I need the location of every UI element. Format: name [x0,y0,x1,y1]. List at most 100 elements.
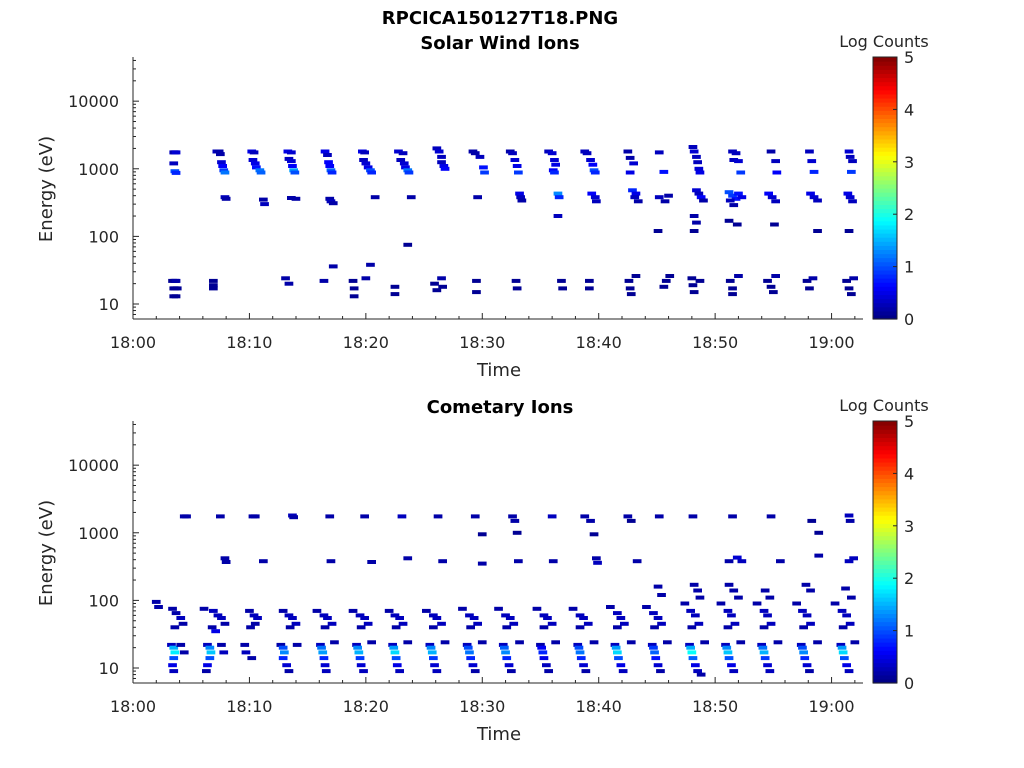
heatmap-cell [659,169,669,174]
colorbar-band [873,290,897,296]
heatmap-cell [403,242,413,247]
panel-title: Solar Wind Ions [420,33,579,54]
heatmap-cell [220,170,230,175]
colorbar-band [873,527,897,533]
heatmap-cell [630,195,640,200]
heatmap-cell [437,276,446,281]
heatmap-cell [281,276,290,281]
heatmap-cell [553,214,563,218]
heatmap-cell [216,514,225,519]
colorbar-band [873,658,897,664]
colorbar-band [873,237,897,242]
colorbar-tick-label: 2 [904,205,914,224]
colorbar-band [873,97,897,103]
heatmap-cell [554,195,564,200]
heatmap-cell [470,514,480,519]
heatmap-cell [348,278,358,283]
heatmap-cell [592,556,601,561]
y-axis-label: Energy (eV) [36,500,57,606]
heatmap-cell [328,201,338,206]
colorbar-band [873,65,897,70]
heatmap-cell [693,160,702,165]
colorbar-band [873,429,897,434]
colorbar-band [873,597,897,602]
heatmap-cell [359,158,368,162]
heatmap-cell [727,663,736,668]
heatmap-cell [480,170,489,175]
colorbar-band [873,556,897,561]
heatmap-cell [502,656,512,661]
heatmap-cell [551,640,560,645]
heatmap-cell [757,642,766,647]
heatmap-cell [429,656,438,661]
colorbar-band [873,568,897,574]
heatmap-cell [398,151,408,156]
heatmap-cell [287,150,296,155]
heatmap-cell [312,608,322,613]
heatmap-cell [427,650,437,655]
heatmap-cell [176,616,186,620]
colorbar-band [873,175,897,181]
heatmap-cell [758,645,768,650]
colorbar-band [873,134,897,140]
colorbar-band [873,674,897,680]
heatmap-cell [542,663,551,668]
heatmap-cell [642,605,651,609]
heatmap-cell [320,663,330,668]
heatmap-cell [581,669,591,674]
heatmap-cell [766,514,776,519]
colorbar-band [873,241,897,246]
colorbar-band [873,126,897,132]
heatmap-cell [547,151,557,156]
heatmap-cell [759,608,769,613]
heatmap-cell [770,222,779,227]
heatmap-cell [463,645,473,650]
heatmap-cell [287,196,296,200]
heatmap-cell [494,606,503,611]
colorbar-band [873,625,897,631]
heatmap-cell [403,556,413,561]
colorbar-band [873,257,897,263]
heatmap-cell [725,278,735,283]
heatmap-cell [805,149,814,154]
heatmap-cell [725,198,735,203]
heatmap-cell [348,608,358,613]
heatmap-cell [361,161,371,166]
heatmap-cell [246,625,255,630]
heatmap-cell [539,613,549,618]
heatmap-cell [319,656,329,661]
heatmap-cell [366,168,375,173]
colorbar-band [873,73,897,79]
heatmap-cell [814,553,824,558]
heatmap-cell [508,151,517,156]
heatmap-cell [213,613,223,618]
heatmap-cell [284,669,294,674]
heatmap-cell [771,274,780,278]
colorbar-band [873,629,897,635]
colorbar-tick-label: 3 [904,153,914,172]
heatmap-cell [724,218,734,223]
heatmap-cell [588,162,598,167]
colorbar-band [873,609,897,614]
colorbar-band [873,666,897,672]
heatmap-cell [729,588,739,593]
colorbar-band [873,310,897,316]
heatmap-cell [429,625,438,630]
colorbar-band [873,77,897,83]
heatmap-cell [403,640,413,645]
colorbar-band [873,220,897,226]
heatmap-cell [397,514,407,519]
colorbar-band [873,490,897,496]
heatmap-cell [845,621,855,626]
heatmap-cell [647,642,657,647]
heatmap-cell [809,195,819,200]
heatmap-cell [694,166,704,171]
colorbar-band [873,506,897,512]
heatmap-cell [585,286,594,291]
heatmap-cell [687,276,697,281]
heatmap-cell [766,621,776,626]
heatmap-cell [288,616,297,620]
colorbar-band [873,142,897,148]
heatmap-cell [614,656,623,661]
heatmap-cell [168,606,177,611]
